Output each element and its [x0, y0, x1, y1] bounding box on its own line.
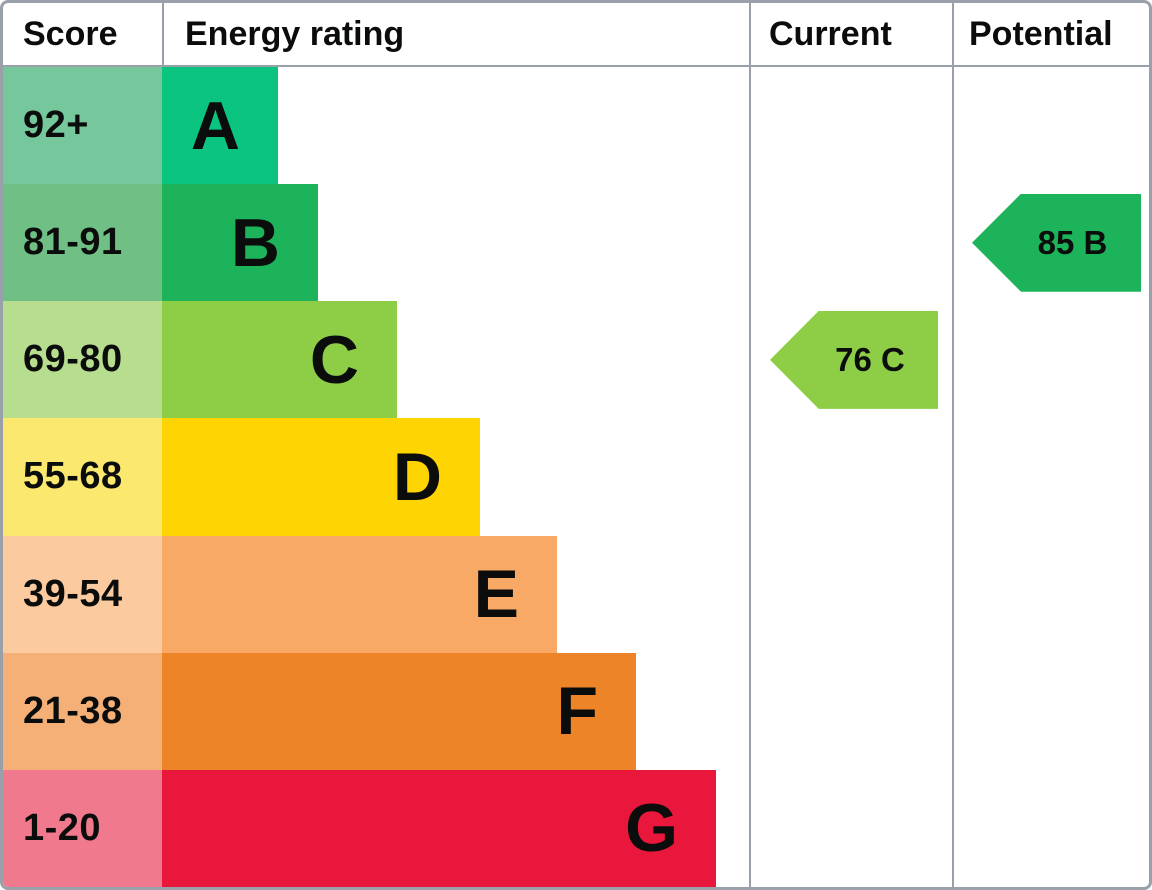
band-row: 81-91 B [3, 184, 1149, 302]
score-label: 39-54 [23, 572, 123, 615]
band-row: 55-68 D [3, 418, 1149, 536]
band-letter: C [309, 321, 359, 398]
score-label: 21-38 [23, 689, 123, 732]
band-row: 92+ A [3, 67, 1149, 185]
score-label: 81-91 [23, 221, 123, 264]
rating-bar: B [162, 184, 318, 302]
band-row: 39-54 E [3, 535, 1149, 653]
band-letter: B [230, 204, 280, 281]
score-cell: 55-68 [3, 418, 162, 536]
band-letter: E [473, 556, 519, 633]
rating-bands: 92+ A 81-91 B 69-80 C 55-68 D 39-54 E [3, 67, 1149, 887]
band-row: 21-38 F [3, 652, 1149, 770]
score-cell: 69-80 [3, 301, 162, 419]
band-row: 1-20 G [3, 769, 1149, 887]
potential-column-divider [952, 3, 954, 887]
header-score: Score [23, 14, 118, 53]
potential-rating-label: 85 B [1037, 223, 1108, 261]
score-label: 1-20 [23, 806, 102, 849]
score-cell: 39-54 [3, 535, 162, 653]
band-letter: F [556, 673, 598, 750]
rating-bar: D [162, 418, 480, 536]
current-column-divider [749, 3, 751, 887]
score-cell: 92+ [3, 67, 162, 185]
header-divider-line [3, 65, 1149, 67]
potential-rating-arrow: 85 B [972, 193, 1141, 292]
score-column-divider [162, 3, 164, 65]
rating-bar: E [162, 535, 557, 653]
band-letter: G [625, 790, 678, 867]
score-label: 92+ [23, 104, 89, 147]
score-label: 69-80 [23, 338, 123, 381]
score-cell: 1-20 [3, 769, 162, 887]
header-current: Current [769, 14, 892, 53]
score-cell: 81-91 [3, 184, 162, 302]
band-letter: D [392, 438, 442, 515]
band-letter: A [190, 87, 240, 164]
rating-bar: A [162, 67, 278, 185]
current-rating-label: 76 C [835, 340, 905, 378]
band-row: 69-80 C [3, 301, 1149, 419]
header-energy-rating: Energy rating [185, 14, 405, 53]
header-potential: Potential [969, 14, 1113, 53]
rating-bar: G [162, 769, 716, 887]
rating-bar: F [162, 652, 636, 770]
score-cell: 21-38 [3, 652, 162, 770]
rating-bar: C [162, 301, 397, 419]
score-label: 55-68 [23, 455, 123, 498]
